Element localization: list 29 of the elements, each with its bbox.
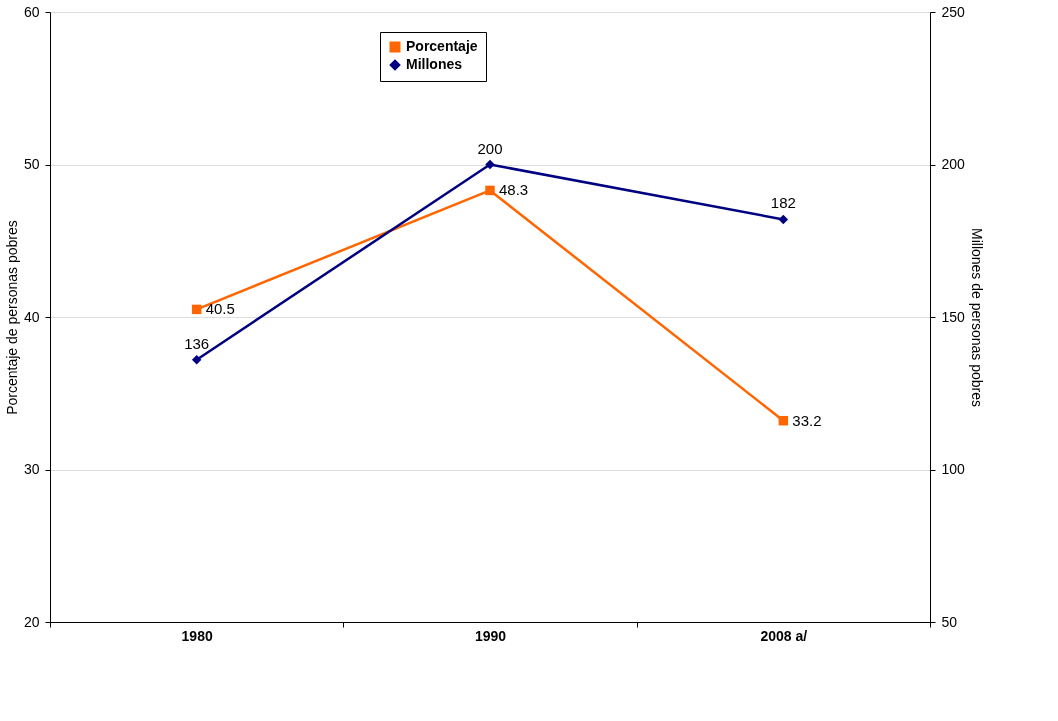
point [191, 354, 202, 365]
data-label: 200 [477, 139, 503, 157]
data-label: 182 [770, 194, 796, 212]
y-tick-label: 40 [23, 308, 40, 325]
point [485, 159, 495, 170]
legend-label: Porcentaje [406, 38, 478, 54]
y-axis-title: Porcentaje de personas pobres [3, 220, 20, 415]
point [778, 214, 789, 225]
y-tick-label: 30 [23, 461, 40, 477]
data-label: 48.3 [499, 181, 529, 199]
y-tick-label: 50 [23, 156, 40, 172]
point [778, 415, 789, 426]
x-tick-label: 2008 a/ [760, 627, 808, 644]
point [485, 185, 495, 196]
y-tick-label: 20 [23, 613, 40, 630]
data-label: 33.2 [792, 411, 822, 429]
x-tick-label: 1990 [474, 627, 507, 644]
point [191, 304, 202, 315]
data-label: 40.5 [205, 300, 235, 318]
x-tick-label: 1980 [181, 627, 213, 644]
y2-tick-label: 50 [941, 613, 958, 630]
y2-tick-label: 150 [941, 308, 966, 325]
y2-tick-label: 100 [941, 461, 966, 477]
legend-label: Millones [406, 56, 463, 72]
y2-axis-title: Millones de personas pobres [968, 228, 985, 407]
y2-tick-label: 250 [941, 3, 966, 20]
data-label: 136 [184, 334, 210, 352]
y-tick-label: 60 [23, 3, 40, 20]
y2-tick-label: 200 [941, 156, 966, 172]
